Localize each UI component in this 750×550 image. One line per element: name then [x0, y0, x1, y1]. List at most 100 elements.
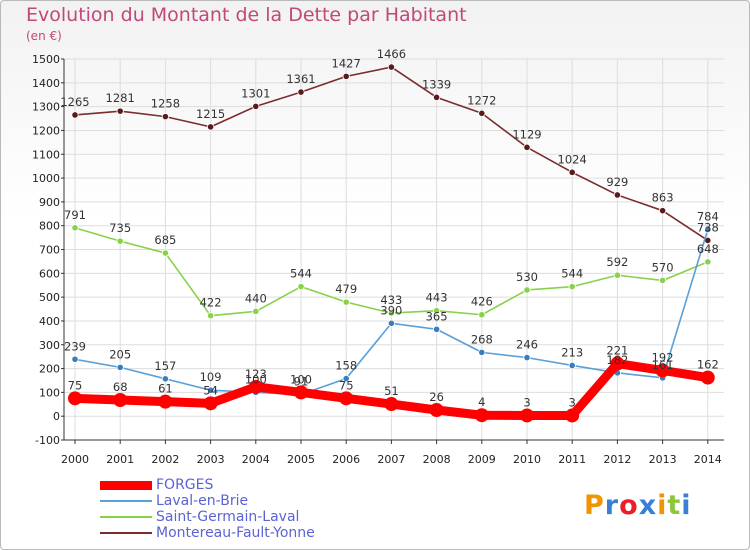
data-point-forges — [113, 392, 128, 407]
data-label-montereau-fault-yonne: 1281 — [106, 91, 135, 105]
x-tick-label: 2012 — [603, 453, 631, 466]
data-point-montereau-fault-yonne — [252, 102, 260, 110]
logo-letter: o — [619, 490, 639, 521]
data-point-forges — [520, 408, 534, 423]
data-point-saint-germain-laval — [297, 283, 305, 291]
data-point-montereau-fault-yonne — [387, 63, 395, 71]
data-label-laval-en-brie: 239 — [64, 339, 86, 353]
data-label-saint-germain-laval: 440 — [245, 291, 267, 305]
data-point-laval-en-brie — [71, 355, 79, 363]
data-point-montereau-fault-yonne — [342, 72, 350, 80]
y-tick-label: 1200 — [32, 124, 60, 137]
data-label-montereau-fault-yonne: 1466 — [377, 47, 406, 61]
data-label-forges: 4 — [478, 395, 485, 409]
data-label-laval-en-brie: 268 — [471, 332, 493, 346]
data-point-saint-germain-laval — [342, 298, 350, 306]
series — [68, 63, 715, 423]
data-point-montereau-fault-yonne — [568, 168, 576, 176]
data-label-saint-germain-laval: 685 — [154, 233, 176, 247]
data-point-laval-en-brie — [116, 363, 124, 371]
data-label-laval-en-brie: 158 — [335, 359, 357, 373]
data-point-forges — [655, 363, 670, 378]
data-label-forges: 192 — [652, 350, 674, 364]
data-label-forges: 123 — [245, 367, 267, 381]
legend-item: Laval-en-Brie — [100, 493, 248, 509]
data-label-montereau-fault-yonne: 1265 — [60, 95, 89, 109]
data-label-montereau-fault-yonne: 1272 — [467, 93, 496, 107]
y-tick-label: 0 — [53, 410, 60, 423]
data-point-forges — [384, 397, 399, 412]
data-label-saint-germain-laval: 544 — [290, 267, 312, 281]
y-tick-label: 300 — [39, 339, 60, 352]
x-tick-label: 2014 — [694, 453, 722, 466]
data-point-saint-germain-laval — [116, 237, 124, 245]
data-point-laval-en-brie — [568, 361, 576, 370]
logo-letter: P — [584, 490, 605, 521]
x-tick-label: 2003 — [197, 453, 225, 466]
y-tick-label: 1500 — [32, 53, 60, 66]
data-label-laval-en-brie: 100 — [245, 372, 267, 386]
data-point-forges — [158, 394, 173, 409]
data-label-forges: 75 — [339, 378, 354, 392]
data-label-laval-en-brie: 784 — [697, 209, 719, 223]
x-tick-label: 2005 — [287, 453, 315, 466]
logo-letter: i — [657, 490, 668, 521]
y-tick-label: 100 — [39, 386, 60, 399]
data-point-montereau-fault-yonne — [613, 191, 622, 199]
data-point-forges — [203, 396, 218, 411]
data-label-forges: 3 — [569, 395, 576, 409]
data-label-saint-germain-laval: 443 — [426, 291, 448, 305]
x-tick-label: 2008 — [423, 453, 451, 466]
data-label-laval-en-brie: 390 — [380, 303, 402, 317]
data-label-montereau-fault-yonne: 738 — [697, 220, 719, 234]
data-label-saint-germain-laval: 648 — [697, 242, 719, 256]
data-label-forges: 221 — [606, 344, 628, 358]
legend-item: Montereau-Fault-Yonne — [100, 525, 315, 541]
data-label-saint-germain-laval: 479 — [335, 282, 357, 296]
y-tick-label: 600 — [39, 267, 60, 280]
grid — [64, 58, 724, 441]
data-label-forges: 26 — [429, 390, 444, 404]
legend-swatch — [100, 532, 152, 534]
y-tick-label: 700 — [39, 244, 60, 257]
y-tick-label: 800 — [39, 220, 60, 233]
data-point-laval-en-brie — [478, 348, 486, 356]
data-point-laval-en-brie — [387, 319, 395, 327]
data-point-forges — [700, 370, 715, 385]
data-label-montereau-fault-yonne: 1258 — [151, 97, 180, 111]
data-label-montereau-fault-yonne: 1215 — [196, 107, 225, 121]
data-point-saint-germain-laval — [704, 258, 712, 266]
data-label-laval-en-brie: 157 — [154, 359, 176, 373]
data-point-laval-en-brie — [342, 374, 350, 383]
logo-letter: i — [681, 490, 692, 521]
data-label-saint-germain-laval: 544 — [561, 267, 583, 281]
data-label-forges: 68 — [113, 380, 128, 394]
data-label-forges: 61 — [158, 382, 173, 396]
y-tick-label: 1300 — [32, 101, 60, 114]
data-point-laval-en-brie — [704, 225, 712, 234]
data-point-forges — [339, 391, 354, 406]
data-point-saint-germain-laval — [478, 311, 486, 319]
data-point-saint-germain-laval — [432, 307, 441, 315]
data-point-montereau-fault-yonne — [116, 107, 124, 115]
y-tick-label: 1100 — [32, 148, 60, 161]
logo-letter: r — [604, 490, 620, 521]
data-point-montereau-fault-yonne — [478, 109, 486, 117]
data-label-laval-en-brie: 365 — [426, 309, 448, 323]
data-point-montereau-fault-yonne — [523, 143, 531, 151]
data-label-montereau-fault-yonne: 863 — [652, 191, 674, 205]
data-point-montereau-fault-yonne — [297, 88, 305, 96]
data-point-forges — [294, 385, 308, 400]
data-point-saint-germain-laval — [207, 312, 215, 320]
data-point-montereau-fault-yonne — [658, 207, 667, 215]
data-point-montereau-fault-yonne — [161, 113, 169, 121]
x-tick-label: 2011 — [558, 453, 586, 466]
proxiti-logo: Proxiti — [584, 490, 692, 521]
data-label-saint-germain-laval: 735 — [109, 221, 131, 235]
data-point-montereau-fault-yonne — [207, 123, 215, 131]
data-label-laval-en-brie: 161 — [652, 358, 674, 372]
data-point-saint-germain-laval — [613, 271, 622, 279]
data-label-saint-germain-laval: 422 — [200, 296, 222, 310]
